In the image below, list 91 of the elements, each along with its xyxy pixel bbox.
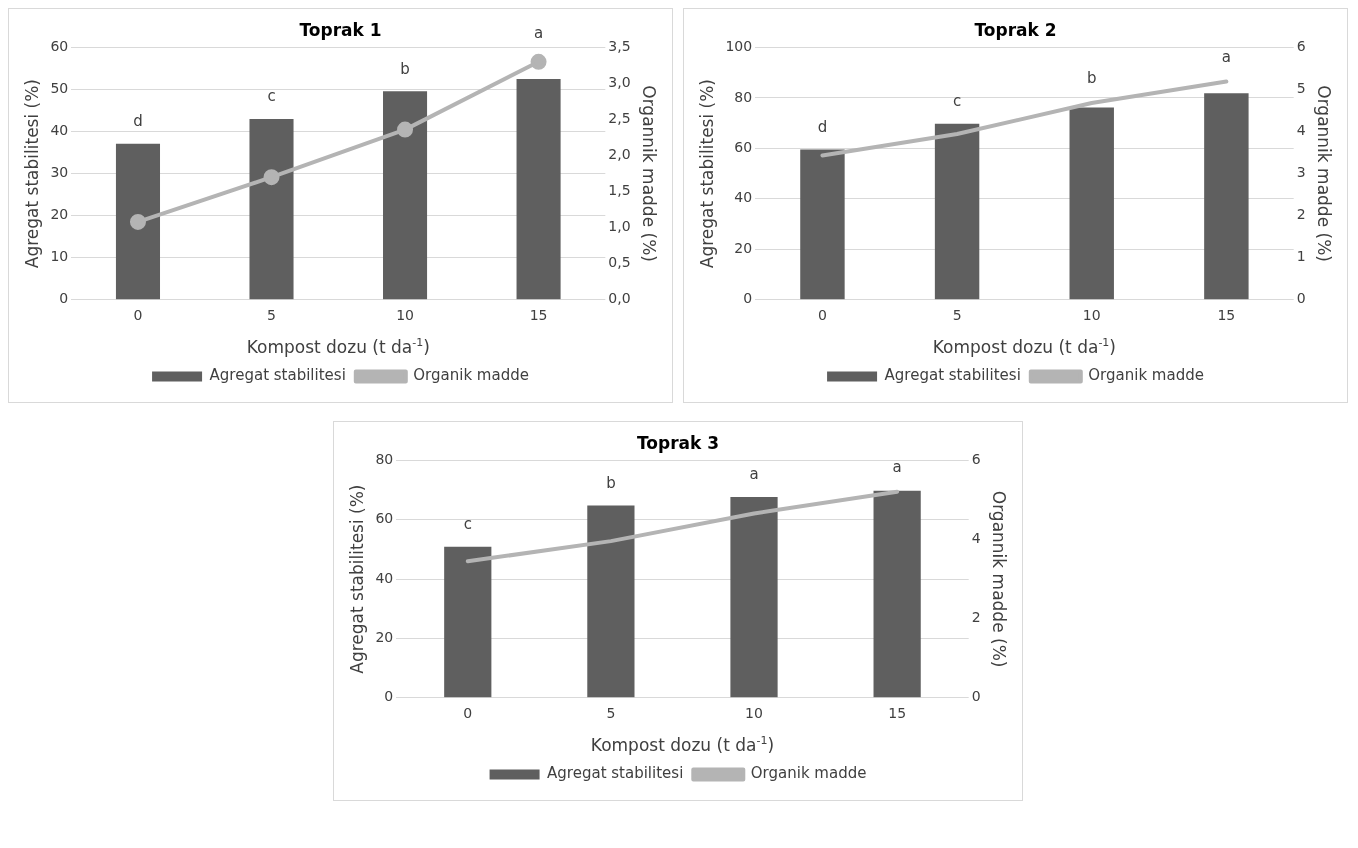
y-tick-label: 40: [50, 122, 69, 139]
chart-title: Toprak 3: [636, 432, 720, 453]
y-tick-label: 20: [375, 629, 394, 646]
bar: [516, 78, 561, 300]
x-tick-label: 15: [888, 704, 907, 721]
y2-tick-label: 3,5: [608, 38, 631, 55]
y-tick-label: 60: [734, 139, 753, 155]
point: [530, 53, 547, 70]
y2-tick-label: 2: [971, 609, 981, 626]
bar: [934, 123, 980, 300]
y2-tick-label: 4: [1296, 122, 1306, 139]
annotation: d: [133, 112, 143, 131]
y2-tick-label: 3: [1296, 164, 1306, 181]
x-tick-label: 15: [1217, 306, 1236, 323]
bar: [249, 118, 294, 300]
y-tick-label: 50: [50, 80, 69, 97]
annotation: a: [749, 465, 759, 484]
legend-label: Agregat stabilitesi: [547, 764, 684, 783]
y2-tick-label: 2,5: [608, 110, 631, 127]
legend-label: Agregat stabilitesi: [209, 366, 346, 385]
x-tick-label: 10: [1082, 306, 1101, 323]
y-tick-label: 80: [375, 451, 394, 468]
y2-tick-label: 6: [971, 451, 981, 468]
point: [397, 121, 414, 138]
point: [263, 169, 280, 186]
y2-tick-label: 3,0: [608, 74, 631, 91]
x-tick-label: 15: [529, 306, 548, 323]
annotation: a: [1221, 47, 1231, 66]
annotation: a: [892, 458, 902, 477]
y-tick-label: 40: [375, 569, 394, 586]
y2-tick-label: 1: [1296, 248, 1306, 265]
y-tick-label: 100: [725, 38, 753, 55]
y2-tick-label: 0,5: [608, 254, 631, 271]
y-tick-label: 20: [734, 239, 753, 256]
y-axis-title: Agregat stabilitesi (%): [696, 79, 717, 269]
bar: [800, 149, 845, 300]
x-tick-label: 0: [133, 306, 143, 323]
y-tick-label: 30: [50, 164, 69, 181]
y-tick-label: 0: [384, 688, 394, 705]
x-tick-label: 5: [606, 704, 616, 721]
y2-tick-label: 1,0: [608, 218, 631, 235]
y-tick-label: 40: [734, 189, 753, 206]
x-tick-label: 5: [952, 306, 962, 323]
legend-label: Agregat stabilitesi: [884, 366, 1021, 385]
y2-axis-title: Organnik madde (%): [989, 490, 1010, 668]
y-axis-title: Agregat stabilitesi (%): [346, 484, 367, 674]
y-tick-label: 60: [375, 510, 394, 527]
annotation: b: [606, 473, 616, 492]
bar: [1204, 93, 1249, 300]
y2-tick-label: 5: [1296, 80, 1306, 97]
y2-tick-label: 0,0: [608, 290, 631, 307]
x-tick-label: 5: [267, 306, 276, 323]
y2-tick-label: 6: [1296, 38, 1306, 55]
y2-tick-label: 0: [1296, 290, 1306, 307]
legend-label: Organik madde: [750, 764, 867, 783]
chart-title: Toprak 1: [299, 19, 382, 40]
bar: [115, 143, 161, 300]
annotation: b: [1086, 69, 1097, 88]
y2-tick-label: 1,5: [608, 182, 631, 199]
chart-title: Toprak 2: [974, 19, 1057, 40]
bar: [587, 505, 635, 698]
bar: [444, 546, 492, 698]
bar: [383, 91, 428, 300]
x-tick-label: 0: [817, 306, 827, 323]
y2-tick-label: 2,0: [608, 146, 631, 163]
y2-tick-label: 2: [1296, 206, 1306, 223]
y2-axis-title: Organnik madde (%): [1314, 85, 1335, 262]
text: a: [533, 24, 544, 43]
x-tick-label: 10: [396, 306, 414, 323]
y2-tick-label: 4: [971, 530, 981, 547]
y2-axis-title: Organnik madde (%): [639, 85, 660, 262]
legend-label: Organik madde: [413, 366, 529, 385]
annotation: d: [817, 118, 828, 137]
annotation: c: [463, 515, 472, 534]
annotation: b: [400, 59, 410, 78]
point: [129, 213, 146, 230]
y2-tick-label: 0: [971, 688, 981, 705]
x-tick-label: 0: [463, 704, 473, 721]
y-tick-label: 80: [734, 88, 753, 105]
y-axis-title: Agregat stabilitesi (%): [21, 79, 42, 269]
bar: [730, 496, 778, 698]
y-tick-label: 60: [50, 38, 69, 55]
y-tick-label: 0: [743, 290, 753, 307]
annotation: c: [267, 87, 276, 106]
bar: [1069, 107, 1114, 300]
legend-label: Organik madde: [1088, 366, 1204, 385]
annotation: c: [952, 92, 962, 111]
y-tick-label: 20: [50, 206, 69, 223]
y-tick-label: 10: [50, 248, 69, 265]
bar: [873, 490, 921, 698]
y-tick-label: 0: [59, 290, 69, 307]
